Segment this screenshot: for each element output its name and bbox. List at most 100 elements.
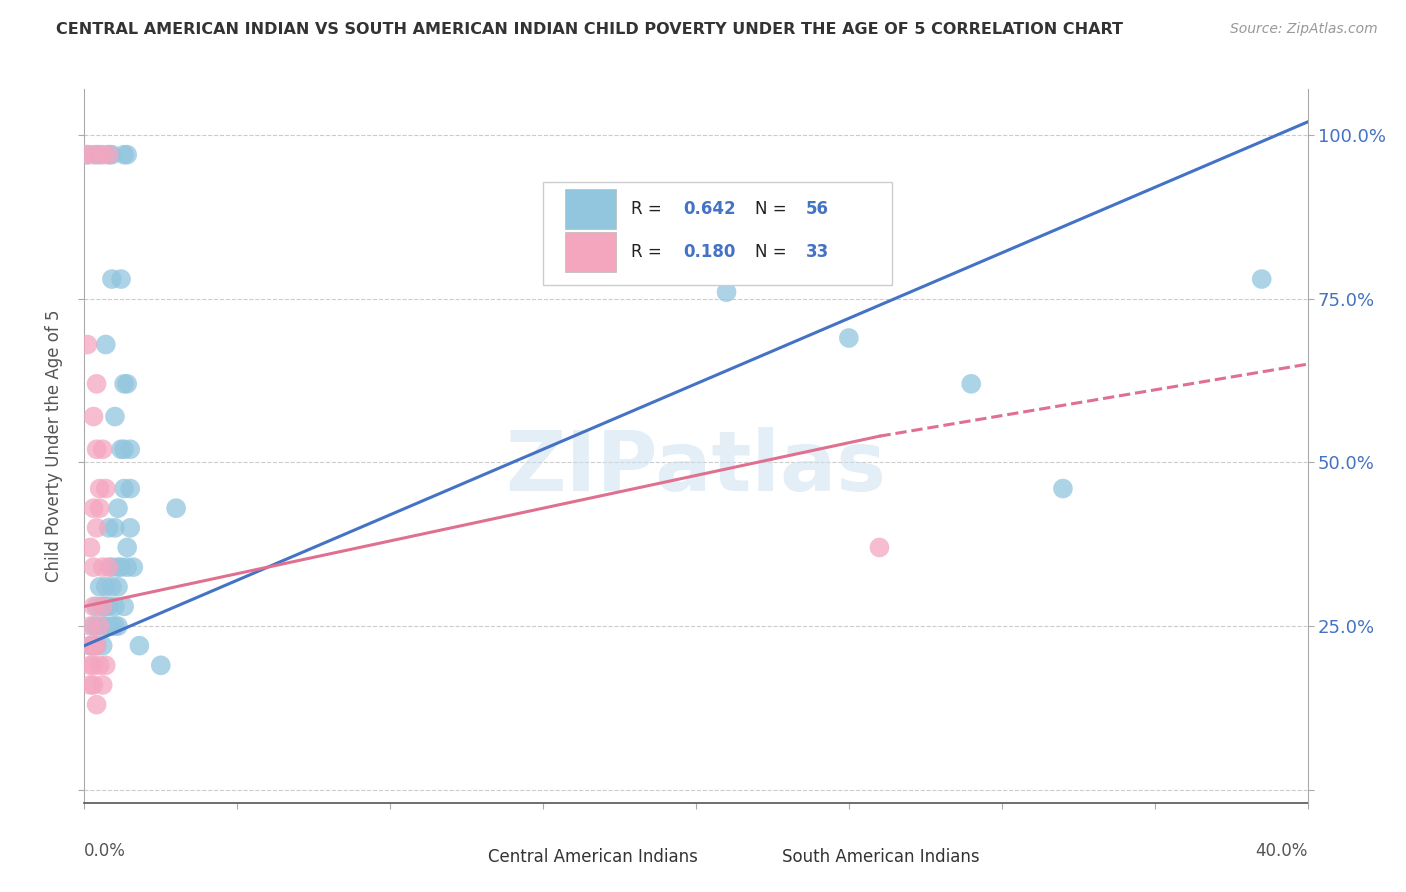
FancyBboxPatch shape [737, 843, 776, 871]
Point [97, 560, 120, 574]
Point [122, 560, 145, 574]
Point [91, 442, 114, 457]
Point [101, 580, 124, 594]
Point [86, 698, 108, 712]
Point [76, 147, 98, 161]
Point [91, 619, 114, 633]
Point [94, 619, 117, 633]
Point [101, 272, 124, 286]
Point [83, 678, 105, 692]
Point [91, 639, 114, 653]
Point [97, 147, 120, 161]
Point [89, 580, 111, 594]
Point [107, 560, 129, 574]
Point [97, 147, 120, 161]
Point [112, 147, 135, 161]
Point [115, 541, 138, 555]
Point [83, 619, 105, 633]
Point [110, 560, 132, 574]
Point [101, 560, 124, 574]
Text: N =: N = [755, 243, 792, 260]
Point [94, 658, 117, 673]
Point [91, 560, 114, 574]
Point [107, 501, 129, 516]
Point [104, 409, 127, 424]
Text: South American Indians: South American Indians [782, 848, 979, 866]
Point [79, 619, 101, 633]
Point [83, 658, 105, 673]
Point [94, 599, 117, 614]
Point [76, 337, 98, 351]
Point [115, 376, 138, 391]
Point [76, 147, 98, 161]
Point [94, 580, 117, 594]
Point [716, 285, 738, 300]
Point [110, 272, 132, 286]
Point [128, 639, 150, 653]
Point [960, 376, 983, 391]
Point [86, 521, 108, 535]
Point [86, 442, 108, 457]
Point [1250, 272, 1272, 286]
Point [89, 482, 111, 496]
Point [79, 639, 101, 653]
Point [104, 619, 127, 633]
Point [94, 337, 117, 351]
Point [97, 599, 120, 614]
FancyBboxPatch shape [565, 189, 616, 229]
Point [83, 501, 105, 516]
Point [86, 619, 108, 633]
Point [112, 376, 135, 391]
Point [89, 619, 111, 633]
Point [86, 147, 108, 161]
Point [120, 521, 142, 535]
Point [101, 147, 124, 161]
Text: 40.0%: 40.0% [1256, 842, 1308, 860]
Point [79, 678, 101, 692]
Text: R =: R = [631, 200, 666, 218]
Text: CENTRAL AMERICAN INDIAN VS SOUTH AMERICAN INDIAN CHILD POVERTY UNDER THE AGE OF : CENTRAL AMERICAN INDIAN VS SOUTH AMERICA… [56, 22, 1123, 37]
Point [115, 147, 138, 161]
Text: 56: 56 [806, 200, 830, 218]
Point [89, 147, 111, 161]
Point [79, 639, 101, 653]
Point [165, 501, 187, 516]
Point [89, 501, 111, 516]
Point [107, 580, 129, 594]
Point [94, 482, 117, 496]
Text: ZIPatlas: ZIPatlas [506, 427, 886, 508]
Point [91, 599, 114, 614]
FancyBboxPatch shape [565, 232, 616, 272]
Point [83, 560, 105, 574]
Text: 33: 33 [806, 243, 830, 260]
Text: 0.0%: 0.0% [84, 842, 127, 860]
Point [97, 521, 120, 535]
Text: R =: R = [631, 243, 666, 260]
Point [91, 147, 114, 161]
Point [112, 442, 135, 457]
Text: Source: ZipAtlas.com: Source: ZipAtlas.com [1230, 22, 1378, 37]
Point [83, 639, 105, 653]
Point [79, 658, 101, 673]
Point [91, 678, 114, 692]
Point [112, 482, 135, 496]
Point [83, 147, 105, 161]
Point [86, 376, 108, 391]
Text: 0.180: 0.180 [683, 243, 737, 260]
Text: Central American Indians: Central American Indians [488, 848, 697, 866]
Point [120, 482, 142, 496]
Point [89, 658, 111, 673]
Point [110, 442, 132, 457]
Point [83, 599, 105, 614]
Point [86, 639, 108, 653]
Point [83, 639, 105, 653]
Point [91, 599, 114, 614]
Point [115, 560, 138, 574]
Point [149, 658, 172, 673]
Point [120, 442, 142, 457]
Text: N =: N = [755, 200, 792, 218]
Text: 0.642: 0.642 [683, 200, 737, 218]
Point [1052, 482, 1074, 496]
FancyBboxPatch shape [543, 182, 891, 285]
Point [112, 599, 135, 614]
